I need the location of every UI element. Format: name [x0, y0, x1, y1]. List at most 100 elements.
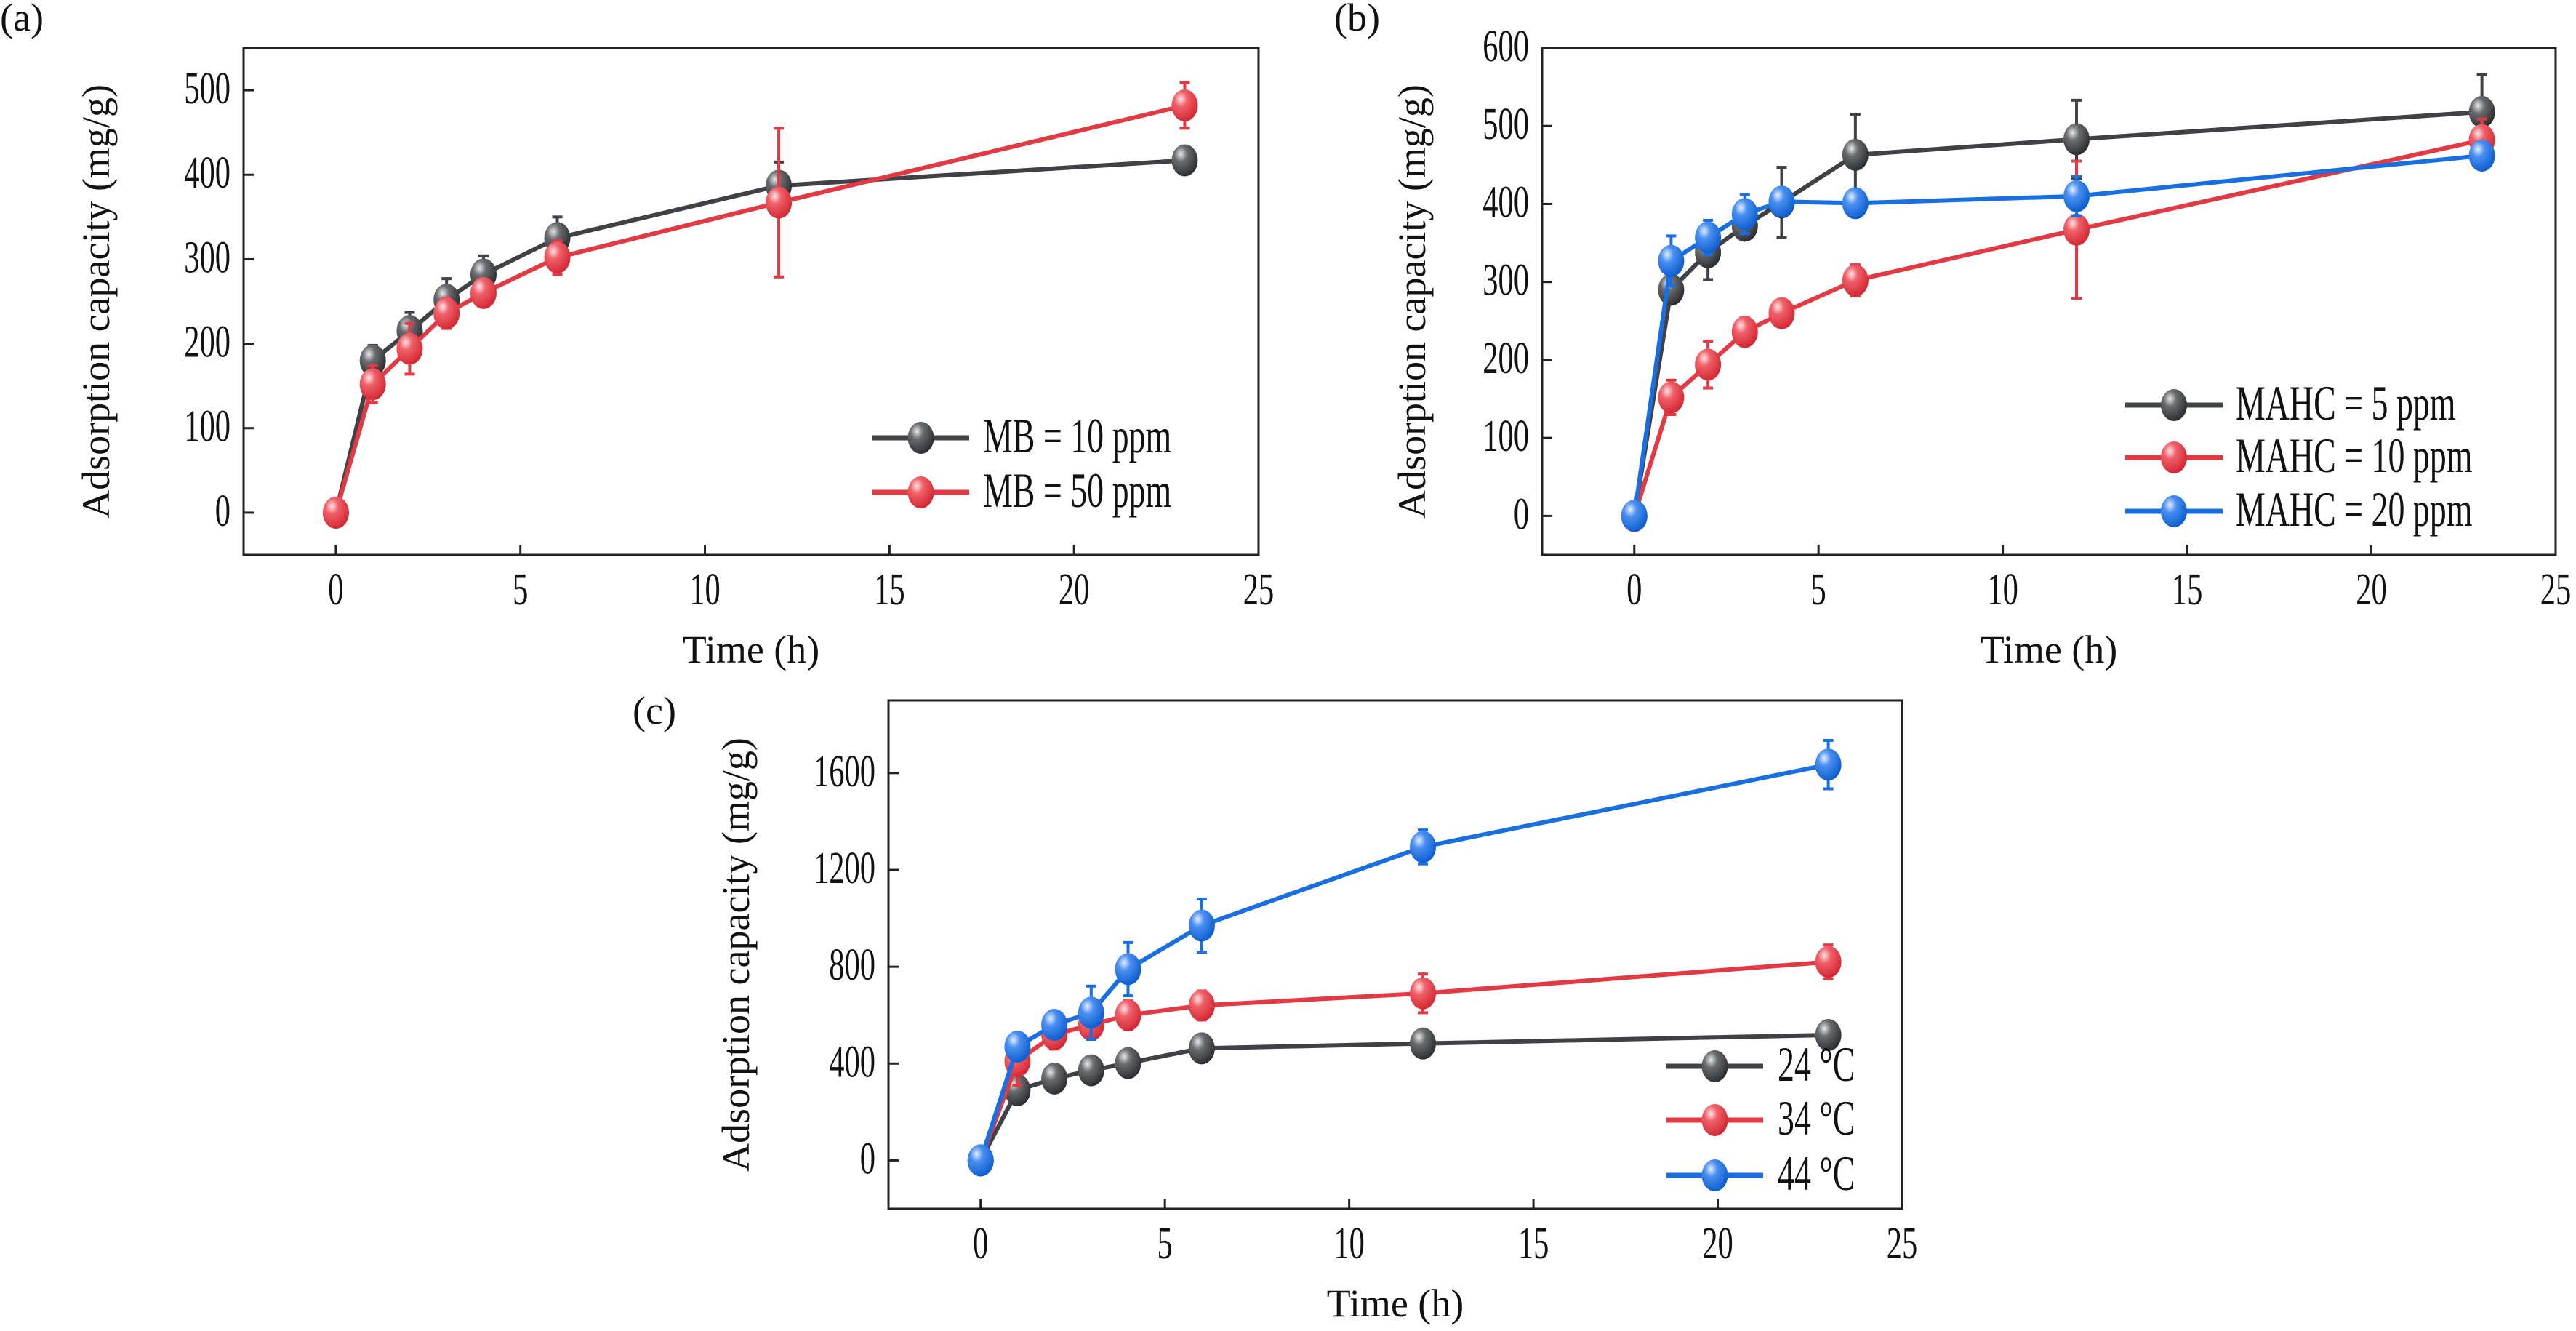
data-point: [1768, 297, 1795, 329]
data-point: [433, 297, 460, 329]
legend-marker: [2161, 389, 2187, 421]
data-point: [1815, 946, 1842, 978]
data-point: [1695, 221, 1722, 254]
chart-panel-a: (a) 0 5 10 15 20 25 0 100 200 300 400 500 Time (h) Ads…: [0, 0, 1274, 671]
legend-label: MB = 50 ppm: [983, 465, 1171, 519]
data-point: [2063, 180, 2090, 212]
x-tick-label: 10: [689, 564, 720, 615]
plot-frame: [1541, 47, 2557, 556]
series-line: [979, 1033, 1829, 1162]
data-point: [1004, 1030, 1031, 1063]
data-point: [967, 1144, 994, 1177]
data-point: [1410, 977, 1437, 1010]
legend-label: MAHC = 5 ppm: [2236, 377, 2456, 431]
data-point: [1188, 1032, 1215, 1065]
data-point: [1115, 1047, 1141, 1079]
x-tick-label: 20: [1059, 564, 1089, 615]
y-tick-label: 800: [829, 939, 875, 990]
y-tick-label: 0: [860, 1132, 875, 1183]
legend-label: MB = 10 ppm: [983, 410, 1171, 464]
x-tick-label: 10: [1333, 1218, 1364, 1268]
x-tick-label: 25: [2540, 564, 2571, 615]
x-axis-label: Time (h): [1327, 1282, 1464, 1325]
legend-marker: [2161, 495, 2187, 527]
data-point: [2468, 95, 2495, 128]
y-tick-label: 600: [1482, 20, 1529, 71]
x-axis-label: Time (h): [1981, 628, 2118, 671]
y-tick-label: 0: [215, 485, 230, 536]
y-tick-label: 300: [1482, 255, 1529, 305]
series-line: [978, 762, 1829, 1162]
data-point: [544, 241, 571, 274]
chart-panel-c: (c) 0 5 10 15 20 25 0 400 800 1200 1600 Time (h) Adso…: [633, 689, 1917, 1325]
data-point: [1115, 999, 1141, 1031]
data-point: [1842, 187, 1869, 220]
data-point: [1078, 996, 1104, 1029]
y-tick-label: 200: [184, 316, 230, 367]
x-tick-label: 15: [1518, 1218, 1549, 1268]
data-point: [396, 332, 423, 365]
legend-marker: [1701, 1159, 1728, 1191]
data-point: [1171, 89, 1198, 121]
legend-label: 34 °C: [1778, 1092, 1855, 1146]
y-tick-label: 300: [184, 231, 230, 282]
data-point: [1731, 316, 1758, 348]
plot-frame: [887, 699, 1903, 1210]
data-point: [1410, 1027, 1437, 1060]
series-2: [1621, 139, 2495, 532]
y-axis-label: Adsorption capacity (mg/g): [74, 84, 118, 519]
legend-marker: [1701, 1104, 1728, 1136]
x-tick-label: 25: [1887, 1218, 1917, 1268]
data-point: [359, 368, 386, 401]
data-point: [1078, 1054, 1104, 1087]
legend-marker: [907, 476, 934, 508]
data-point: [1815, 748, 1842, 781]
x-tick-label: 5: [1157, 1218, 1173, 1268]
legend-label: 24 °C: [1778, 1039, 1855, 1092]
data-point: [1115, 953, 1141, 986]
chart-panel-b: (b) 0 5 10 15 20 25 0 100 200 300 400 500 600 Time (h)…: [1334, 0, 2571, 671]
y-axis-label: Adsorption capacity (mg/g): [714, 738, 758, 1172]
legend-marker: [907, 422, 934, 454]
series-0: [967, 1019, 1842, 1177]
plot-frame: [242, 47, 1260, 556]
x-tick-label: 0: [328, 564, 343, 615]
data-point: [1658, 244, 1685, 277]
y-tick-label: 0: [1514, 488, 1529, 539]
legend-label: 44 °C: [1778, 1148, 1855, 1202]
data-point: [1731, 198, 1758, 231]
data-point: [1410, 831, 1437, 863]
data-point: [1171, 144, 1198, 177]
y-tick-label: 100: [1482, 410, 1529, 461]
y-tick-label: 400: [184, 147, 230, 198]
data-point: [359, 344, 386, 377]
legend-marker: [2161, 441, 2187, 473]
y-tick-label: 400: [1482, 176, 1529, 227]
x-tick-label: 0: [1626, 564, 1642, 615]
x-tick-label: 15: [2172, 564, 2202, 615]
data-point: [1658, 381, 1685, 414]
x-tick-label: 10: [1987, 564, 2018, 615]
legend-label: MAHC = 10 ppm: [2236, 430, 2472, 484]
data-point: [1815, 1019, 1842, 1052]
data-point: [1188, 989, 1215, 1022]
series-1: [1621, 117, 2495, 532]
data-point: [1768, 185, 1795, 218]
data-point: [2063, 213, 2090, 246]
x-tick-label: 0: [973, 1218, 988, 1268]
y-tick-label: 1600: [814, 746, 875, 796]
data-point: [1041, 1062, 1068, 1095]
y-tick-label: 1200: [814, 842, 875, 893]
data-point: [766, 186, 793, 219]
data-point: [1842, 264, 1869, 297]
y-tick-label: 500: [184, 63, 230, 113]
series-1: [322, 81, 1198, 529]
y-tick-label: 400: [829, 1036, 875, 1087]
data-point: [2468, 139, 2495, 172]
data-point: [2063, 123, 2090, 156]
data-point: [470, 276, 497, 309]
y-tick-label: 500: [1482, 98, 1529, 149]
y-tick-label: 200: [1482, 332, 1529, 383]
x-tick-label: 25: [1243, 564, 1274, 615]
